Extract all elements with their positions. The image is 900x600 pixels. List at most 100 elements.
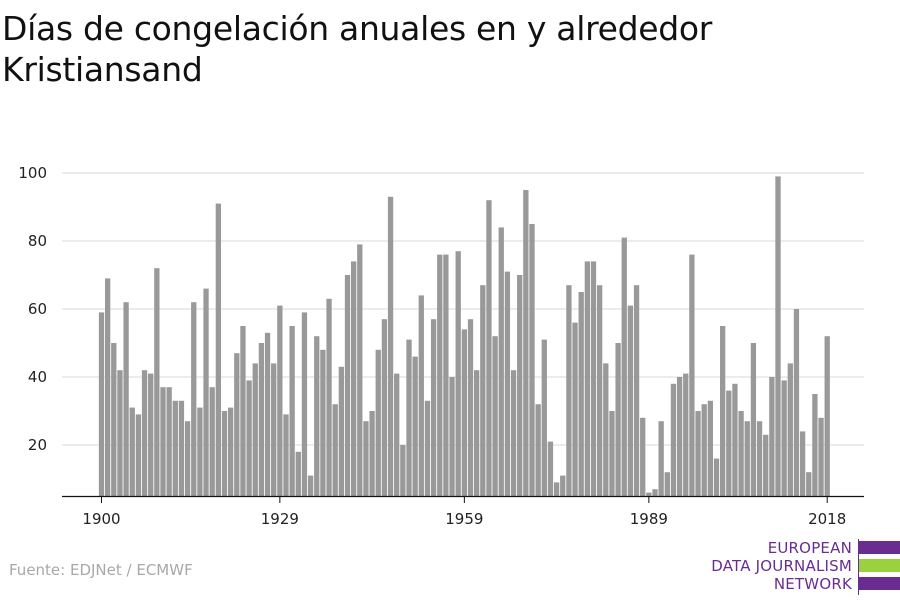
logo-line-network: NETWORK	[773, 575, 852, 593]
bar-1963	[486, 200, 492, 496]
bar-1920	[221, 411, 228, 496]
logo-line-european: EUROPEAN	[767, 539, 852, 557]
bar-1985	[621, 237, 627, 496]
bar-1973	[547, 441, 554, 496]
bar-1922	[234, 353, 240, 496]
bar-1905	[129, 407, 135, 496]
logo-bar-purple-top	[859, 541, 900, 554]
bar-1919	[215, 203, 221, 496]
bar-1917	[203, 288, 209, 496]
bar-1997	[695, 411, 701, 496]
bar-1902	[111, 343, 117, 496]
x-tick-label-2018: 2018	[808, 510, 846, 528]
bar-2006	[750, 343, 757, 496]
bar-1911	[166, 387, 172, 496]
y-axis-labels: 20 40 60 80 100	[18, 164, 47, 454]
y-tick-label-80: 80	[28, 232, 47, 250]
y-tick-label-60: 60	[28, 300, 47, 318]
bar-1929	[277, 305, 283, 496]
bar-1980	[590, 261, 597, 496]
bar-1957	[449, 377, 455, 496]
logo-bar-purple-bottom	[859, 577, 900, 590]
bar-1989	[646, 492, 652, 496]
bar-1967	[510, 370, 517, 496]
bar-2010	[775, 176, 781, 496]
bar-1990	[652, 489, 658, 496]
bar-1972	[541, 339, 547, 496]
bar-1937	[326, 298, 332, 496]
bar-1906	[135, 414, 142, 496]
bar-1946	[381, 319, 388, 496]
bar-1942	[357, 244, 363, 496]
bar-2015	[806, 472, 812, 496]
bar-2000	[713, 458, 720, 496]
y-tick-label-20: 20	[28, 436, 47, 454]
bar-1928	[271, 363, 277, 496]
bar-1913	[178, 400, 185, 496]
bar-1952	[418, 295, 424, 496]
bar-1953	[424, 400, 431, 496]
bar-1949	[400, 445, 406, 496]
bar-2007	[756, 421, 763, 496]
bar-1977	[572, 322, 578, 496]
logo-separator	[858, 539, 859, 595]
bar-1960	[467, 319, 474, 496]
bar-1961	[474, 370, 480, 496]
bar-1987	[633, 285, 640, 496]
bar-1923	[240, 326, 246, 496]
x-tick-label-1989: 1989	[630, 510, 668, 528]
bar-1948	[394, 373, 400, 496]
bar-2001	[720, 326, 726, 496]
bar-1991	[658, 421, 664, 496]
bar-1964	[492, 336, 498, 496]
bar-1941	[351, 261, 357, 496]
bar-1978	[578, 292, 584, 496]
bar-1947	[387, 196, 394, 497]
bar-1921	[228, 407, 234, 496]
bar-2009	[769, 377, 775, 496]
bar-1995	[683, 373, 689, 496]
bar-1988	[640, 417, 646, 496]
bar-1979	[584, 261, 590, 496]
logo-line-data-journalism: DATA JOURNALISM	[711, 557, 852, 575]
bar-1940	[344, 275, 351, 496]
bar-2003	[732, 383, 738, 496]
bar-2005	[744, 421, 750, 496]
bar-1939	[338, 366, 344, 496]
bar-1996	[689, 254, 695, 496]
bar-2012	[787, 363, 793, 496]
bar-2013	[793, 309, 800, 496]
bar-1951	[412, 356, 418, 496]
bar-1981	[597, 285, 603, 496]
bar-1965	[498, 227, 504, 496]
x-tick-label-1900: 1900	[82, 510, 120, 528]
bar-1933	[301, 312, 308, 496]
bar-1962	[480, 285, 486, 496]
y-tick-label-100: 100	[18, 164, 47, 182]
bar-1955	[437, 254, 443, 496]
bar-1938	[332, 404, 338, 496]
bar-2018	[824, 336, 830, 496]
bar-1958	[455, 251, 461, 496]
bar-1975	[560, 475, 566, 496]
bar-2011	[781, 380, 787, 496]
bar-2016	[812, 394, 818, 496]
bar-1954	[430, 319, 437, 496]
bar-1931	[289, 326, 295, 496]
bar-1907	[141, 370, 148, 496]
bar-2004	[738, 411, 744, 496]
logo-bar-green	[859, 559, 900, 572]
bar-1930	[283, 414, 289, 496]
bar-1914	[184, 421, 191, 496]
bar-1903	[117, 370, 123, 496]
bar-1968	[517, 275, 523, 496]
x-tick-label-1959: 1959	[445, 510, 483, 528]
bar-1926	[258, 343, 265, 496]
bar-1944	[369, 411, 375, 496]
bar-1916	[197, 407, 203, 496]
bar-1983	[609, 411, 615, 496]
bar-1934	[307, 475, 314, 496]
bar-1971	[535, 404, 541, 496]
bar-1912	[172, 400, 178, 496]
y-tick-label-40: 40	[28, 368, 47, 386]
